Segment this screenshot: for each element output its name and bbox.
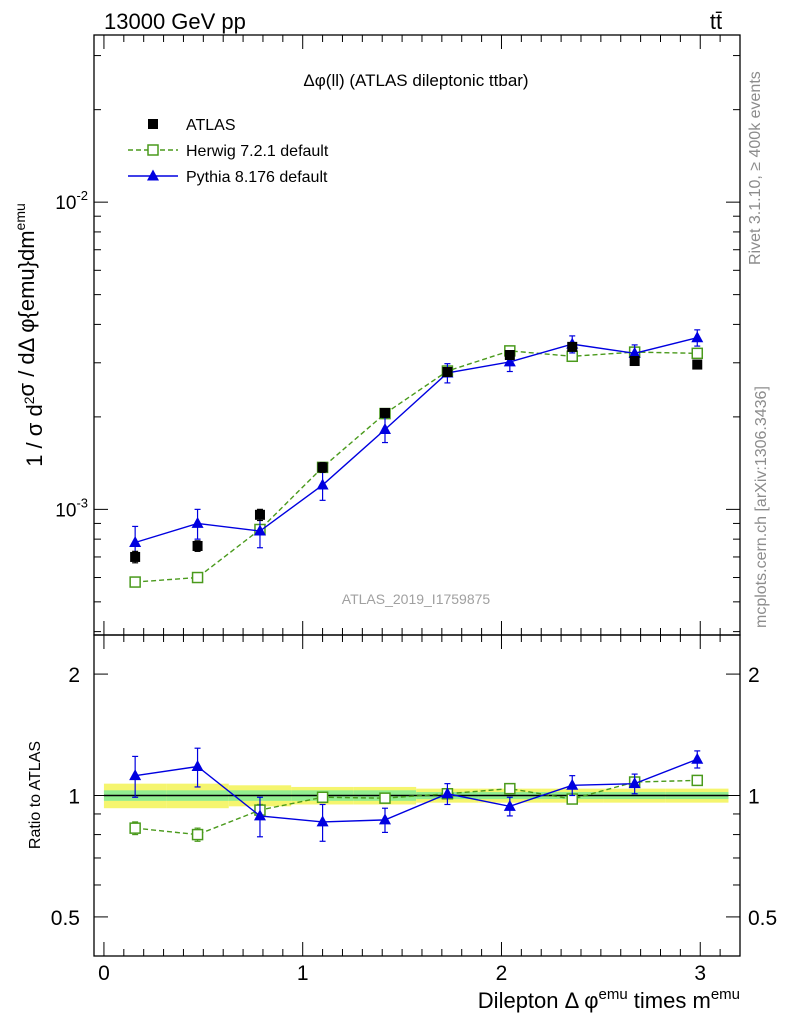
ratio-plot-area [129,747,704,842]
main-y-axis-label: 1 / σ d2σ / dΔ φ{emu}dmemu [12,203,47,467]
series-pythia-8-176-default [129,747,704,842]
ratio-panel-ticks [94,635,740,957]
series-atlas [130,341,703,564]
rivet-label: Rivet 3.1.10, ≥ 400k events [747,71,764,265]
data-point [317,462,328,473]
legend-entry: Pythia 8.176 default [128,169,328,186]
x-tick-label: 2 [496,962,508,985]
data-point [691,774,704,787]
data-point [566,778,579,790]
data-point [129,769,142,781]
y-tick-label: 0.5 [51,907,80,930]
data-point [691,331,704,343]
data-point [442,366,453,377]
data-point [147,144,159,156]
data-point [130,551,141,562]
main-panel-ticks [94,35,740,635]
data-point [316,815,329,827]
data-point [379,792,391,804]
series-herwig-7-2-1-default [129,345,704,588]
data-point [504,350,515,361]
y-tick-label-right: 0.5 [748,907,777,930]
ratio-panel-frame [93,634,741,957]
legend-label: ATLAS [186,117,236,134]
legend-entry: ATLAS [148,117,236,134]
main-panel: Δφ(ll) (ATLAS dileptonic ttbar) ATLAS_20… [12,34,741,636]
x-axis-label-text: Dilepton Δ φemu times memu [478,986,740,1013]
series-line [135,779,698,836]
data-point [503,799,516,811]
legend-label: Herwig 7.2.1 default [186,143,329,160]
data-point [191,828,204,841]
data-point [504,782,516,795]
y-tick-label-right: 2 [748,664,760,687]
mcplots-label: mcplots.cern.ch [arXiv:1306.3436] [753,386,770,628]
data-point [129,576,141,588]
process-label: tt̄ [710,9,722,34]
data-point [628,346,641,358]
y-tick-label: 10-3 [55,495,88,521]
y-axis-label-text: 1 / σ d2σ / dΔ φ{emu}dmemu [12,203,47,467]
data-point [441,787,454,799]
series-line [135,758,698,823]
plot-title: Δφ(ll) (ATLAS dileptonic ttbar) [303,71,528,90]
data-point [629,356,640,367]
data-point [191,760,204,772]
data-point [191,571,204,584]
analysis-watermark: ATLAS_2019_I1759875 [342,591,491,607]
ratio-panel: 0.5 0.5 1 1 2 2 0 1 2 3 Ratio to ATLAS Dilepton … [27,634,777,1013]
data-point [191,516,204,528]
data-point [316,791,329,804]
legend: ATLAS Herwig 7.2.1 default Pythia 8.176 de… [128,117,329,186]
main-y-tick-labels: 10-2 10-3 [55,188,88,521]
legend-label: Pythia 8.176 default [186,169,328,186]
series-line [134,337,698,544]
data-point [253,524,266,536]
y-tick-label: 10-2 [55,188,88,214]
data-point [503,355,516,367]
x-tick-label: 3 [694,962,706,985]
legend-entry: Herwig 7.2.1 default [128,143,329,160]
series-pythia-8-176-default [129,329,704,562]
series-line [135,350,698,583]
ratio-y-axis-label: Ratio to ATLAS [27,741,44,849]
data-point [692,359,703,370]
data-point [148,119,158,129]
y-tick-label: 2 [68,664,80,687]
data-point [378,422,391,434]
data-point [129,536,142,548]
data-point [147,169,159,181]
data-point [129,822,141,834]
data-point [379,407,390,418]
data-point [192,540,203,551]
x-tick-label: 1 [297,962,309,985]
energy-label: 13000 GeV pp [104,9,246,34]
data-point [567,341,578,352]
data-point [628,777,641,789]
main-plot-area [129,329,704,588]
data-point [691,347,704,360]
x-tick-label: 0 [98,962,110,985]
data-point [253,809,266,821]
y-tick-label: 1 [68,786,80,809]
ratio-y-tick-labels: 0.5 0.5 1 1 2 2 [51,664,777,930]
data-point [691,752,704,764]
x-axis-label: Dilepton Δ φemu times memu [478,986,740,1013]
y-tick-label-right: 1 [748,786,760,809]
data-point [378,813,391,825]
x-tick-labels: 0 1 2 3 [98,962,706,985]
data-point [254,509,265,520]
data-point [316,478,329,490]
